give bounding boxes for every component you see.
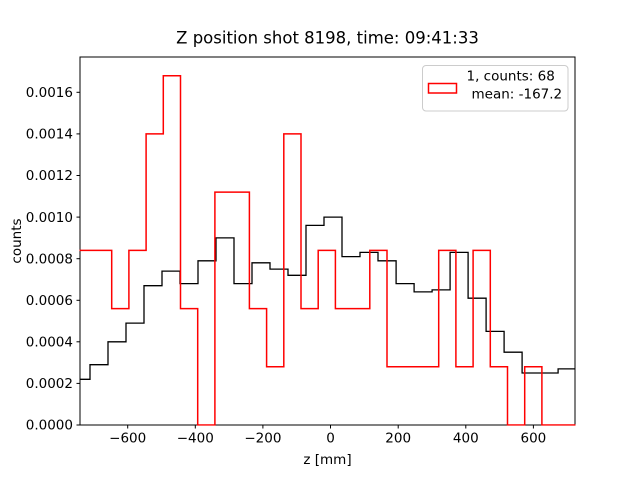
legend-label-line2: mean: -167.2 [472,87,563,103]
legend: 1, counts: 68 mean: -167.2 [422,65,569,112]
x-tick-label: 400 [453,431,479,447]
red-series-swatch-icon [427,82,458,94]
y-tick-label: 0.0006 [26,293,73,309]
x-tick-label: −400 [177,431,214,447]
plot-area [79,56,576,426]
histogram-curves [79,74,576,426]
x-tick-label: −600 [109,431,146,447]
x-tick-label: 0 [326,431,335,447]
y-axis-label: counts [9,218,25,263]
reference-histogram-curve [79,216,576,425]
y-tick-label: 0.0008 [26,251,73,267]
y-tick-label: 0.0016 [26,85,73,101]
legend-label-line1: 1, counts: 68 [467,69,555,85]
y-tick-label: 0.0002 [26,376,73,392]
y-tick-label: 0.0014 [26,127,73,143]
x-axis-label: z [mm] [303,452,351,468]
y-tick-label: 0.0004 [26,335,73,351]
x-tick-label: −200 [244,431,281,447]
axis-ticks: −600 −400 −200 0 200 400 600 0.0000 0.0002 0.0004… [26,85,547,447]
x-tick-label: 200 [385,431,411,447]
chart-title: Z position shot 8198, time: 09:41:33 [176,29,479,48]
y-tick-label: 0.0010 [26,210,73,226]
x-tick-label: 600 [521,431,547,447]
legend-box [422,65,569,112]
y-tick-label: 0.0012 [26,168,73,184]
y-tick-label: 0.0000 [26,418,73,434]
shot-histogram-curve [79,74,576,426]
